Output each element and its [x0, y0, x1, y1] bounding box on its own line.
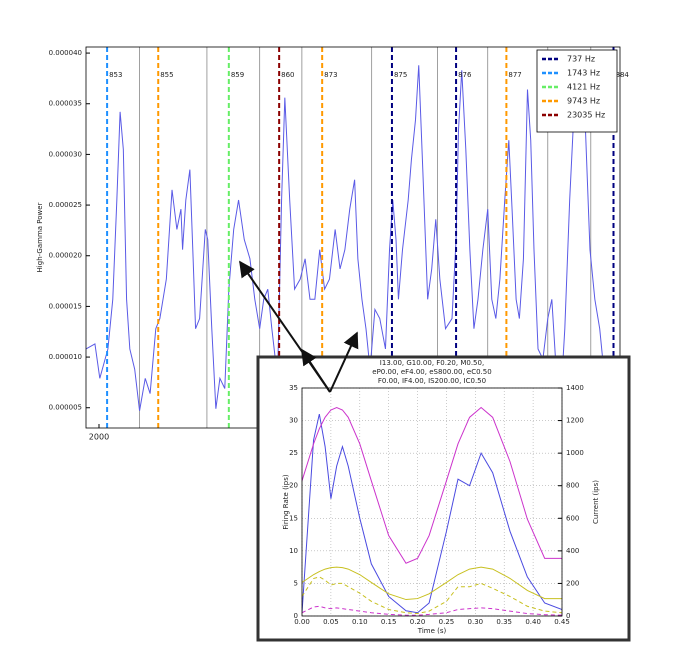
x-tick-label: 0.40: [525, 618, 541, 626]
y-tick-label: 0.000015: [49, 302, 82, 310]
arrows: [239, 260, 359, 393]
y2-tick-label: 200: [566, 579, 579, 587]
y2-tick-label: 1000: [566, 449, 584, 457]
legend-label: 9743 Hz: [567, 97, 600, 106]
series-line: [302, 566, 562, 601]
y-axis-label: High-Gamma Power: [36, 202, 44, 272]
inset-title: I13.00, G10.00, F0.20, M0.50,: [380, 359, 484, 367]
event-label: 876: [458, 71, 472, 79]
x-tick-label: 0.25: [439, 618, 455, 626]
y-tick-label: 15: [289, 514, 298, 522]
y-tick-label: 0.000035: [49, 100, 82, 108]
y2-tick-label: 800: [566, 482, 579, 490]
arrow: [301, 348, 331, 393]
x-tick-label: 0.30: [468, 618, 484, 626]
y-tick-label: 0.000025: [49, 201, 82, 209]
x-axis-label: Time (s): [417, 627, 447, 635]
y-tick-label: 30: [289, 417, 298, 425]
inset-chart: I13.00, G10.00, F0.20, M0.50,eP0.00, eF4…: [256, 355, 631, 642]
series-line: [302, 413, 562, 614]
x-tick-label: 2000: [89, 433, 109, 442]
y2-tick-label: 1200: [566, 417, 584, 425]
inset-title: eP0.00, eF4.00, eS800.00, eC0.50: [372, 368, 491, 376]
series-line: [302, 605, 562, 616]
plot-frame: [301, 387, 563, 617]
y2-tick-label: 400: [566, 547, 579, 555]
x-tick-label: 0.35: [496, 618, 512, 626]
series-line: [302, 406, 562, 564]
arrow: [329, 331, 359, 393]
inset-title: F0.00, IF4.00, IS200.00, IC0.50: [378, 377, 486, 385]
legend-label: 737 Hz: [567, 55, 595, 64]
legend-label: 4121 Hz: [567, 83, 600, 92]
y-tick-label: 0.000030: [49, 150, 82, 158]
event-label: 875: [394, 71, 407, 79]
y-tick-label: 20: [289, 482, 298, 490]
legend-box: [536, 49, 618, 133]
y-tick-label: 0: [294, 612, 298, 620]
event-label: 884: [616, 71, 630, 79]
x-tick-label: 0.45: [554, 618, 570, 626]
y-tick-label: 0.000010: [49, 353, 82, 361]
y-tick-label: 0.000020: [49, 252, 82, 260]
event-label: 860: [281, 71, 294, 79]
event-label: 873: [324, 71, 337, 79]
y2-axis-label: Current (ips): [592, 480, 600, 524]
y-tick-label: 0.000005: [49, 404, 82, 412]
x-tick-label: 0.05: [323, 618, 339, 626]
y2-tick-label: 600: [566, 514, 579, 522]
legend-label: 1743 Hz: [567, 69, 600, 78]
event-label: 853: [109, 71, 122, 79]
y2-tick-label: 0: [566, 612, 570, 620]
x-tick-label: 0.10: [352, 618, 368, 626]
inset-box: [256, 355, 631, 642]
y-tick-label: 5: [294, 579, 298, 587]
trace: [86, 55, 620, 411]
y-tick-label: 35: [289, 384, 298, 392]
y2-tick-label: 1400: [566, 384, 584, 392]
x-tick-label: 0.20: [410, 618, 426, 626]
y-tick-label: 10: [289, 547, 298, 555]
event-label: 877: [508, 71, 521, 79]
event-label: 855: [160, 71, 173, 79]
x-tick-label: 0.15: [381, 618, 397, 626]
x-tick-label: 0.00: [294, 618, 310, 626]
y-tick-label: 0.000040: [49, 49, 82, 57]
y-tick-label: 25: [289, 449, 298, 457]
y-axis-label: Firing Rate (ips): [282, 474, 290, 529]
legend-label: 23035 Hz: [567, 111, 605, 120]
event-label: 859: [231, 71, 244, 79]
